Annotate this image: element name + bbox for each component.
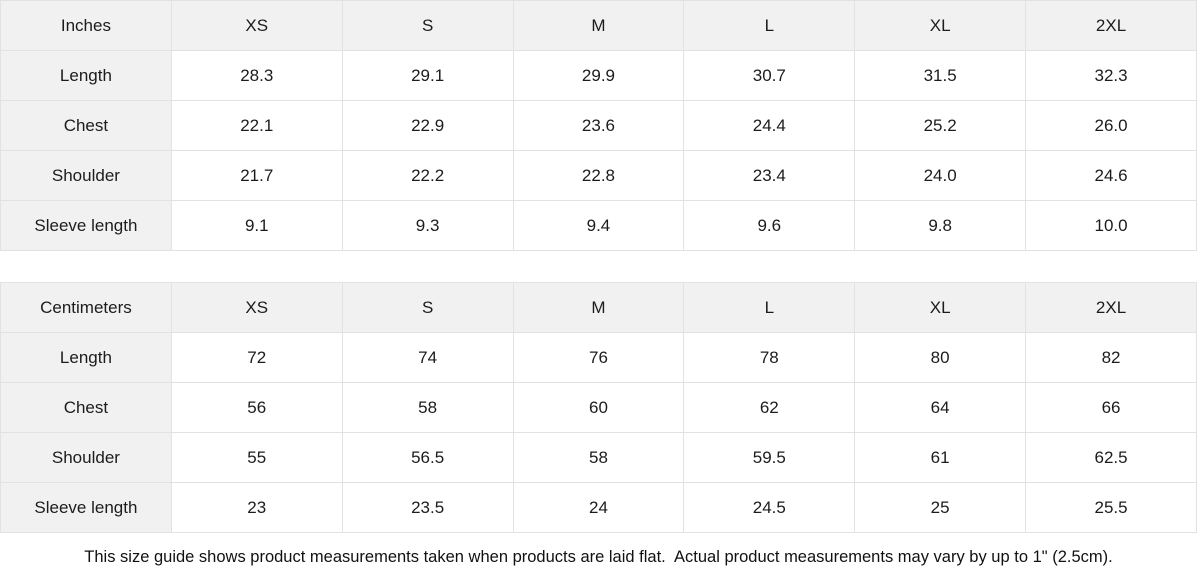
cell-value: 80 bbox=[854, 332, 1027, 383]
cell-value: 62.5 bbox=[1025, 432, 1197, 483]
cell-value: 29.1 bbox=[341, 50, 514, 101]
size-header-xl: XL bbox=[854, 0, 1027, 51]
table-row: Chest 56 58 60 62 64 66 bbox=[0, 382, 1197, 433]
table-row: Sleeve length 9.1 9.3 9.4 9.6 9.8 10.0 bbox=[0, 200, 1197, 251]
cell-value: 22.8 bbox=[512, 150, 685, 201]
cell-value: 32.3 bbox=[1025, 50, 1197, 101]
cell-value: 62 bbox=[683, 382, 856, 433]
cell-value: 55 bbox=[170, 432, 343, 483]
cell-value: 10.0 bbox=[1025, 200, 1197, 251]
row-label-sleeve-length: Sleeve length bbox=[0, 482, 172, 533]
cell-value: 30.7 bbox=[683, 50, 856, 101]
row-label-shoulder: Shoulder bbox=[0, 432, 172, 483]
table-row: Sleeve length 23 23.5 24 24.5 25 25.5 bbox=[0, 482, 1197, 533]
cell-value: 24.6 bbox=[1025, 150, 1197, 201]
cell-value: 24.0 bbox=[854, 150, 1027, 201]
table-row: Length 28.3 29.1 29.9 30.7 31.5 32.3 bbox=[0, 50, 1197, 101]
cell-value: 22.1 bbox=[170, 100, 343, 151]
cell-value: 9.6 bbox=[683, 200, 856, 251]
row-label-shoulder: Shoulder bbox=[0, 150, 172, 201]
cell-value: 56 bbox=[170, 382, 343, 433]
row-label-sleeve-length: Sleeve length bbox=[0, 200, 172, 251]
cell-value: 23.4 bbox=[683, 150, 856, 201]
unit-header-inches: Inches bbox=[0, 0, 172, 51]
cell-value: 66 bbox=[1025, 382, 1197, 433]
row-label-length: Length bbox=[0, 50, 172, 101]
cell-value: 24.4 bbox=[683, 100, 856, 151]
cell-value: 22.2 bbox=[341, 150, 514, 201]
cell-value: 29.9 bbox=[512, 50, 685, 101]
cell-value: 9.3 bbox=[341, 200, 514, 251]
cell-value: 61 bbox=[854, 432, 1027, 483]
cell-value: 9.8 bbox=[854, 200, 1027, 251]
size-header-m: M bbox=[512, 0, 685, 51]
cell-value: 25.5 bbox=[1025, 482, 1197, 533]
cell-value: 72 bbox=[170, 332, 343, 383]
cell-value: 23.6 bbox=[512, 100, 685, 151]
centimeters-size-table: Centimeters XS S M L XL 2XL Length 72 74… bbox=[0, 282, 1197, 533]
cell-value: 26.0 bbox=[1025, 100, 1197, 151]
cell-value: 60 bbox=[512, 382, 685, 433]
table-row: Shoulder 21.7 22.2 22.8 23.4 24.0 24.6 bbox=[0, 150, 1197, 201]
table-row: Length 72 74 76 78 80 82 bbox=[0, 332, 1197, 383]
size-header-m: M bbox=[512, 282, 685, 333]
cell-value: 28.3 bbox=[170, 50, 343, 101]
cell-value: 74 bbox=[341, 332, 514, 383]
size-header-s: S bbox=[341, 0, 514, 51]
cell-value: 78 bbox=[683, 332, 856, 383]
centimeters-header-row: Centimeters XS S M L XL 2XL bbox=[0, 282, 1197, 333]
cell-value: 24.5 bbox=[683, 482, 856, 533]
cell-value: 25 bbox=[854, 482, 1027, 533]
size-header-xs: XS bbox=[170, 0, 343, 51]
row-label-chest: Chest bbox=[0, 100, 172, 151]
cell-value: 76 bbox=[512, 332, 685, 383]
size-header-l: L bbox=[683, 282, 856, 333]
size-header-l: L bbox=[683, 0, 856, 51]
row-label-chest: Chest bbox=[0, 382, 172, 433]
size-header-s: S bbox=[341, 282, 514, 333]
cell-value: 23.5 bbox=[341, 482, 514, 533]
size-header-2xl: 2XL bbox=[1025, 282, 1197, 333]
inches-size-table: Inches XS S M L XL 2XL Length 28.3 29.1 … bbox=[0, 0, 1197, 251]
table-row: Shoulder 55 56.5 58 59.5 61 62.5 bbox=[0, 432, 1197, 483]
size-header-2xl: 2XL bbox=[1025, 0, 1197, 51]
cell-value: 58 bbox=[512, 432, 685, 483]
cell-value: 25.2 bbox=[854, 100, 1027, 151]
cell-value: 9.4 bbox=[512, 200, 685, 251]
table-gap-spacer bbox=[0, 251, 1197, 282]
size-guide-disclaimer: This size guide shows product measuremen… bbox=[0, 533, 1197, 580]
table-row: Chest 22.1 22.9 23.6 24.4 25.2 26.0 bbox=[0, 100, 1197, 151]
cell-value: 22.9 bbox=[341, 100, 514, 151]
unit-header-centimeters: Centimeters bbox=[0, 282, 172, 333]
inches-header-row: Inches XS S M L XL 2XL bbox=[0, 0, 1197, 51]
size-header-xl: XL bbox=[854, 282, 1027, 333]
cell-value: 24 bbox=[512, 482, 685, 533]
cell-value: 58 bbox=[341, 382, 514, 433]
cell-value: 56.5 bbox=[341, 432, 514, 483]
row-label-length: Length bbox=[0, 332, 172, 383]
cell-value: 31.5 bbox=[854, 50, 1027, 101]
cell-value: 82 bbox=[1025, 332, 1197, 383]
cell-value: 9.1 bbox=[170, 200, 343, 251]
size-header-xs: XS bbox=[170, 282, 343, 333]
cell-value: 21.7 bbox=[170, 150, 343, 201]
cell-value: 23 bbox=[170, 482, 343, 533]
cell-value: 59.5 bbox=[683, 432, 856, 483]
cell-value: 64 bbox=[854, 382, 1027, 433]
